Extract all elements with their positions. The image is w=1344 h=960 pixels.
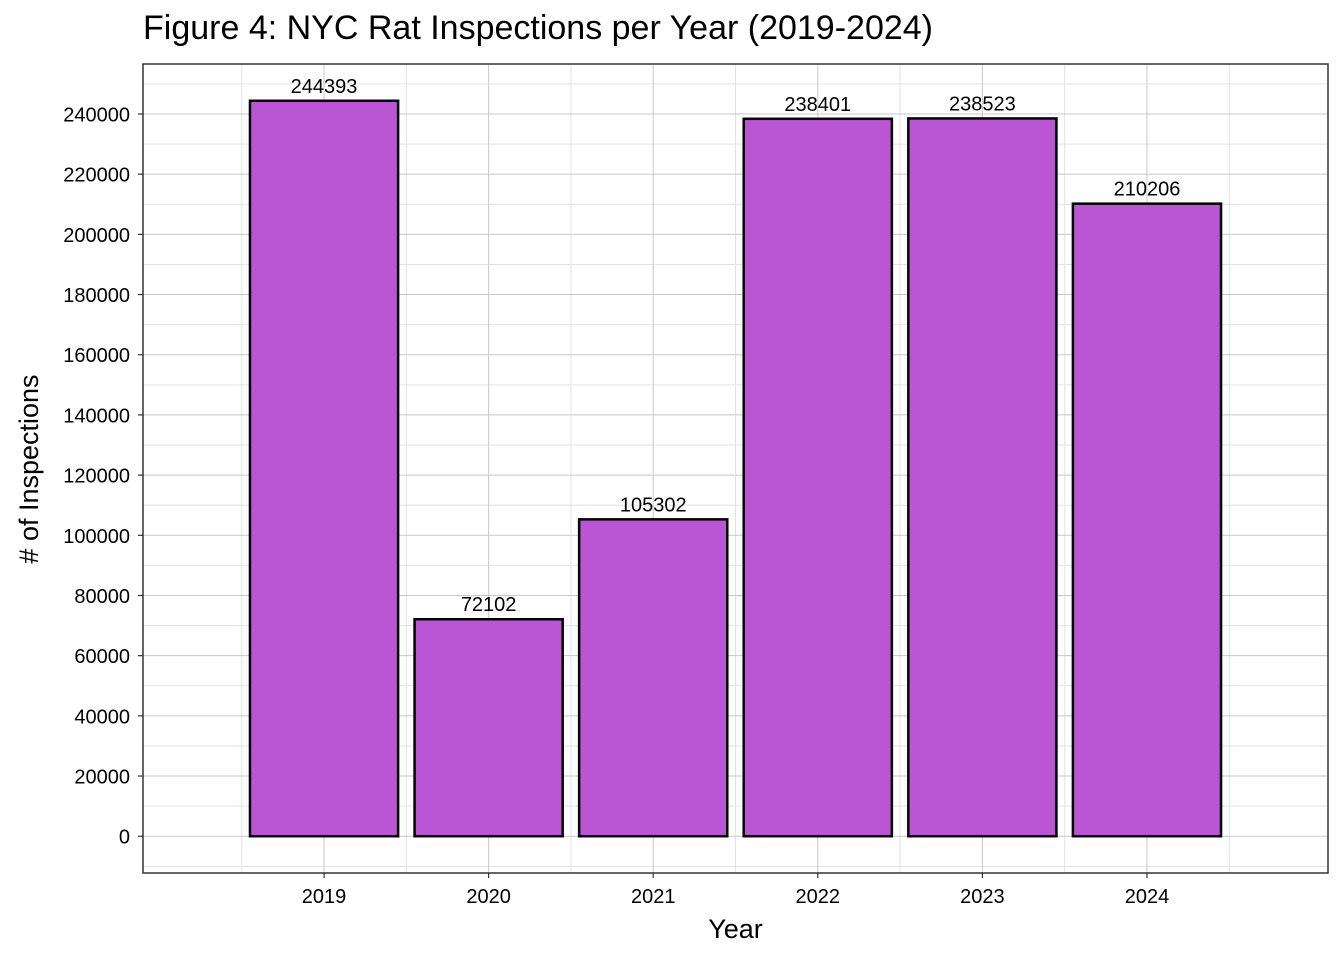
bars <box>248 99 1223 838</box>
bar-value-label: 244393 <box>291 76 358 98</box>
bar <box>742 117 894 838</box>
bar-value-label: 105302 <box>620 494 687 516</box>
y-axis-title: # of Inspections <box>14 374 44 563</box>
y-tick-label: 100000 <box>63 526 130 548</box>
y-tick-label: 200000 <box>63 225 130 247</box>
bar-value-label: 238401 <box>784 94 851 116</box>
bar-value-label: 238523 <box>949 93 1016 115</box>
bar-value-label: 72102 <box>461 594 517 616</box>
y-tick-label: 240000 <box>63 104 130 126</box>
x-tick-label: 2019 <box>302 886 347 908</box>
y-tick-label: 140000 <box>63 405 130 427</box>
y-tick-label: 180000 <box>63 285 130 307</box>
bar <box>248 99 400 838</box>
y-tick-label: 20000 <box>74 767 130 789</box>
y-tick-label: 160000 <box>63 345 130 367</box>
x-axis: 2019 2020 2021 2022 2023 2024 <box>302 873 1169 908</box>
x-tick-label: 2020 <box>466 886 511 908</box>
y-tick-label: 40000 <box>74 706 130 728</box>
y-tick-label: 220000 <box>63 165 130 187</box>
bar <box>1071 202 1223 838</box>
bar <box>577 518 729 838</box>
y-axis: 0 20000 40000 60000 80000 100000 120000 140000 1… <box>63 104 143 849</box>
x-tick-label: 2022 <box>796 886 841 908</box>
x-tick-label: 2023 <box>960 886 1005 908</box>
value-labels: 244393 72102 105302 238401 238523 210206 <box>291 76 1181 616</box>
bar <box>907 117 1058 838</box>
y-tick-label: 80000 <box>74 586 130 608</box>
y-tick-label: 60000 <box>74 646 130 668</box>
y-tick-label: 0 <box>119 827 130 849</box>
chart-title: Figure 4: NYC Rat Inspections per Year (… <box>143 9 934 47</box>
x-tick-label: 2021 <box>631 886 676 908</box>
bar-value-label: 210206 <box>1114 179 1181 201</box>
y-tick-label: 120000 <box>63 466 130 488</box>
plot-panel-border <box>142 63 1329 874</box>
x-tick-label: 2024 <box>1125 886 1170 908</box>
x-axis-title: Year <box>708 914 763 944</box>
bar <box>413 617 564 838</box>
